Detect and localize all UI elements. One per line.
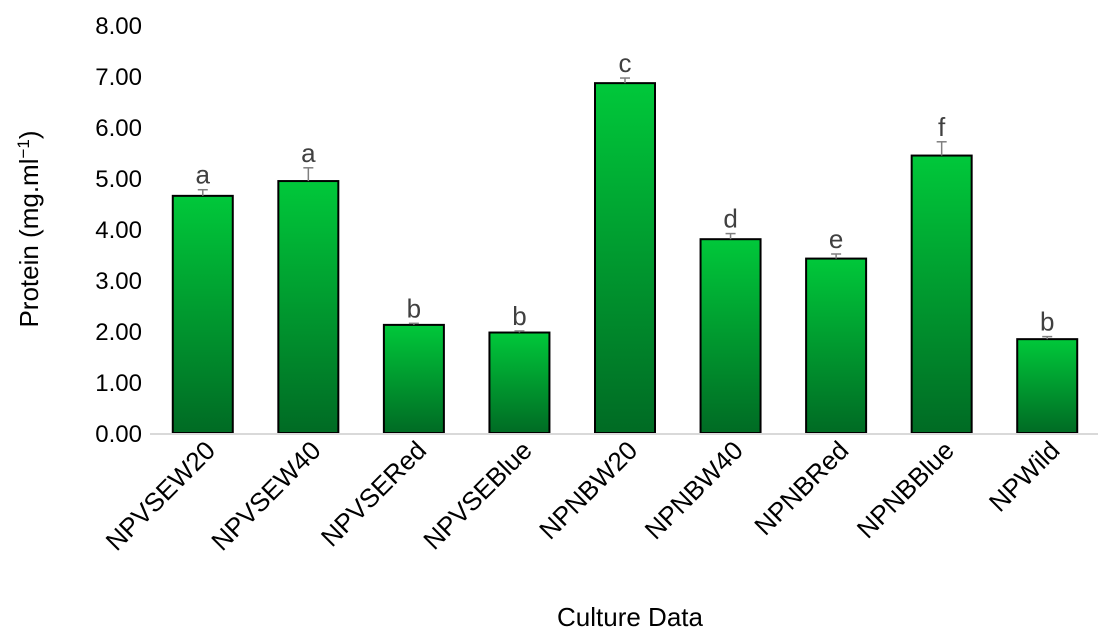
significance-letter: e <box>829 224 843 254</box>
significance-letter: f <box>938 112 946 142</box>
error-bar <box>936 141 947 156</box>
significance-letter: b <box>1040 307 1054 337</box>
bar-NPNBRed <box>805 257 868 434</box>
significance-letter: b <box>407 293 421 323</box>
x-tick-label: NPVSEBlue <box>417 435 537 555</box>
x-tick-label: NPWild <box>983 435 1065 517</box>
bars: a a b b c d e f b <box>171 48 1079 435</box>
y-tick-label: 8.00 <box>95 13 142 40</box>
y-tick-label: 3.00 <box>95 268 142 295</box>
significance-letter: c <box>619 48 632 78</box>
significance-letter: a <box>301 138 316 168</box>
x-tick-label: NPVSEW40 <box>205 435 326 556</box>
error-bar <box>197 188 208 196</box>
x-tick-label: NPNBW40 <box>639 435 749 545</box>
error-bar <box>1042 335 1053 340</box>
y-tick-label: 1.00 <box>95 370 142 397</box>
x-tick-label: NPVSERed <box>315 435 432 552</box>
error-bar <box>725 232 736 240</box>
y-tick-label: 7.00 <box>95 64 142 91</box>
y-tick-label: 6.00 <box>95 115 142 142</box>
x-tick-label: NPVSEW20 <box>100 435 221 556</box>
error-bar <box>408 322 419 325</box>
significance-letter: b <box>512 301 526 331</box>
y-axis-ticks: 0.00 1.00 2.00 3.00 4.00 5.00 6.00 7.00 8.00 <box>95 13 142 448</box>
error-bar <box>831 253 842 259</box>
x-tick-label: NPNBW20 <box>533 435 643 545</box>
bar-NPVSEW40 <box>277 180 340 434</box>
y-axis-title-superscript: −1 <box>14 139 33 158</box>
bar-NPNBW40 <box>699 238 762 434</box>
bar-NPNBW20 <box>594 82 656 434</box>
y-tick-label: 5.00 <box>95 166 142 193</box>
error-bar <box>620 77 630 84</box>
significance-letter: d <box>723 204 737 234</box>
significance-letter: a <box>196 160 211 190</box>
bar-NPVSEW20 <box>171 194 234 434</box>
x-axis-tick-labels: NPVSEW20NPVSEW40NPVSERedNPVSEBlueNPNBW20… <box>100 435 1066 556</box>
y-tick-label: 2.00 <box>95 319 142 346</box>
y-axis-title-close: ) <box>14 130 44 139</box>
error-bar <box>514 330 525 333</box>
x-tick-label: NPNBBlue <box>851 435 960 544</box>
x-tick-label: NPNBRed <box>748 435 854 541</box>
bar-NPWild <box>1016 338 1079 434</box>
y-axis-title-main: Protein (mg.ml <box>14 159 44 328</box>
bar-NPVSERed <box>382 323 445 435</box>
error-bar <box>303 167 314 182</box>
bar-NPNBBlue <box>910 154 973 434</box>
x-axis-title: Culture Data <box>557 602 703 632</box>
y-axis-title: Protein (mg.ml−1) <box>14 130 44 327</box>
bar-NPVSEBlue <box>488 331 551 434</box>
y-tick-label: 4.00 <box>95 217 142 244</box>
y-tick-label: 0.00 <box>95 421 142 448</box>
